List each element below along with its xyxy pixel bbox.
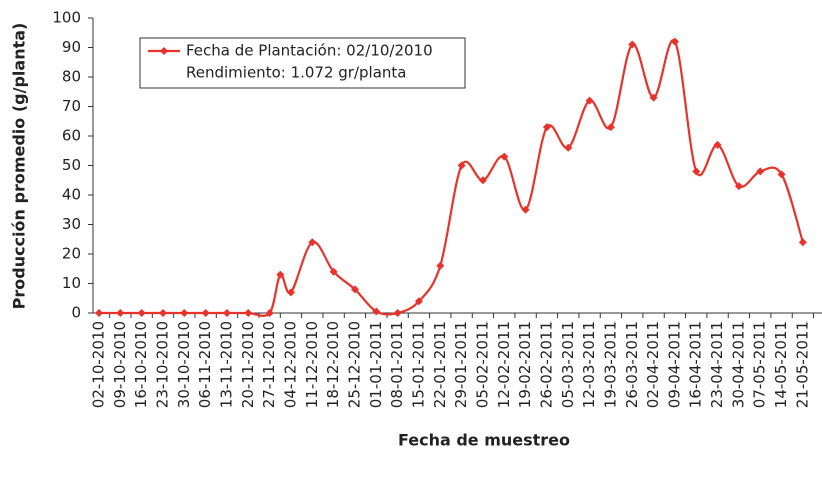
point (734, 182, 743, 191)
y-axis-label: Producción promedio (g/planta) (10, 23, 29, 310)
x-tick-label: 15-01-2011 (409, 321, 427, 408)
point (478, 176, 487, 185)
point (95, 309, 103, 317)
x-tick-label: 18-12-2010 (324, 321, 342, 408)
y-tick-label: 100 (52, 9, 81, 27)
legend-marker (160, 47, 168, 55)
point (180, 309, 189, 317)
x-tick-label: 02-10-2010 (90, 321, 108, 408)
x-tick-label: 01-01-2011 (367, 321, 385, 408)
point (457, 161, 466, 170)
point (350, 285, 359, 294)
point (265, 309, 274, 317)
y-tick-label: 50 (62, 156, 81, 174)
x-tick-label: 12-03-2011 (580, 321, 598, 408)
y-tick-label: 70 (62, 97, 81, 115)
x-tick-label: 19-03-2011 (601, 321, 619, 408)
x-tick-label: 09-04-2011 (665, 321, 683, 408)
x-tick-label: 11-12-2010 (303, 321, 321, 408)
point (649, 93, 658, 102)
point (244, 309, 253, 317)
x-tick-label: 23-10-2010 (153, 321, 171, 408)
y-tick-label: 30 (62, 215, 81, 233)
point (713, 140, 722, 149)
point (116, 309, 125, 317)
point (308, 238, 317, 247)
point (393, 309, 402, 317)
point (521, 205, 530, 214)
point (798, 238, 807, 247)
x-tick-label: 16-10-2010 (132, 321, 150, 408)
x-tick-label: 05-02-2011 (473, 321, 491, 408)
point (276, 270, 285, 279)
x-tick-label: 05-03-2011 (559, 321, 577, 408)
x-tick-label: 08-01-2011 (388, 321, 406, 408)
x-tick-label: 16-04-2011 (687, 321, 705, 408)
y-tick-label: 90 (62, 38, 81, 56)
point (606, 123, 615, 132)
x-tick-label: 20-11-2010 (239, 321, 257, 408)
x-tick-label: 21-05-2011 (793, 321, 811, 408)
x-tick-label: 22-01-2011 (431, 321, 449, 408)
x-tick-label: 09-10-2010 (111, 321, 129, 408)
x-tick-label: 12-02-2011 (495, 321, 513, 408)
y-tick-label: 80 (62, 68, 81, 86)
legend-box (139, 37, 466, 89)
x-tick-label: 13-11-2010 (217, 321, 235, 408)
point (542, 123, 551, 132)
x-tick-label: 07-05-2011 (751, 321, 769, 408)
x-tick-label: 26-02-2011 (537, 321, 555, 408)
point (222, 309, 231, 317)
y-tick-label: 40 (62, 186, 81, 204)
y-tick-label: 60 (62, 127, 81, 145)
x-tick-label: 14-05-2011 (772, 321, 790, 408)
y-tick-label: 0 (71, 304, 81, 322)
point (158, 309, 167, 317)
x-tick-label: 19-02-2011 (516, 321, 534, 408)
point (201, 309, 210, 317)
x-tick-label: 29-01-2011 (452, 321, 470, 408)
x-tick-label: 30-10-2010 (175, 321, 193, 408)
point (372, 307, 381, 316)
x-tick-label: 23-04-2011 (708, 321, 726, 408)
x-tick-label: 27-11-2010 (260, 321, 278, 408)
y-tick-label: 20 (62, 245, 81, 263)
point (670, 37, 679, 46)
x-tick-label: 04-12-2010 (281, 321, 299, 408)
point (628, 40, 637, 49)
point (329, 267, 338, 276)
x-tick-label: 30-04-2011 (729, 321, 747, 408)
point (777, 170, 786, 179)
x-tick-label: 25-12-2010 (345, 321, 363, 408)
point (436, 261, 445, 270)
point (564, 143, 573, 152)
point (692, 167, 701, 176)
point (414, 297, 423, 306)
x-tick-label: 06-11-2010 (196, 321, 214, 408)
y-tick-label: 10 (62, 274, 81, 292)
x-tick-label: 26-03-2011 (623, 321, 641, 408)
point (585, 96, 594, 105)
point (137, 309, 146, 317)
x-tick-label: 02-04-2011 (644, 321, 662, 408)
legend-note: Rendimiento: 1.072 gr/planta (186, 64, 406, 82)
point (286, 288, 295, 297)
legend-label: Fecha de Plantación: 02/10/2010 (186, 42, 433, 60)
point (500, 152, 509, 161)
x-axis-label: Fecha de muestreo (398, 431, 570, 450)
point (756, 167, 765, 176)
